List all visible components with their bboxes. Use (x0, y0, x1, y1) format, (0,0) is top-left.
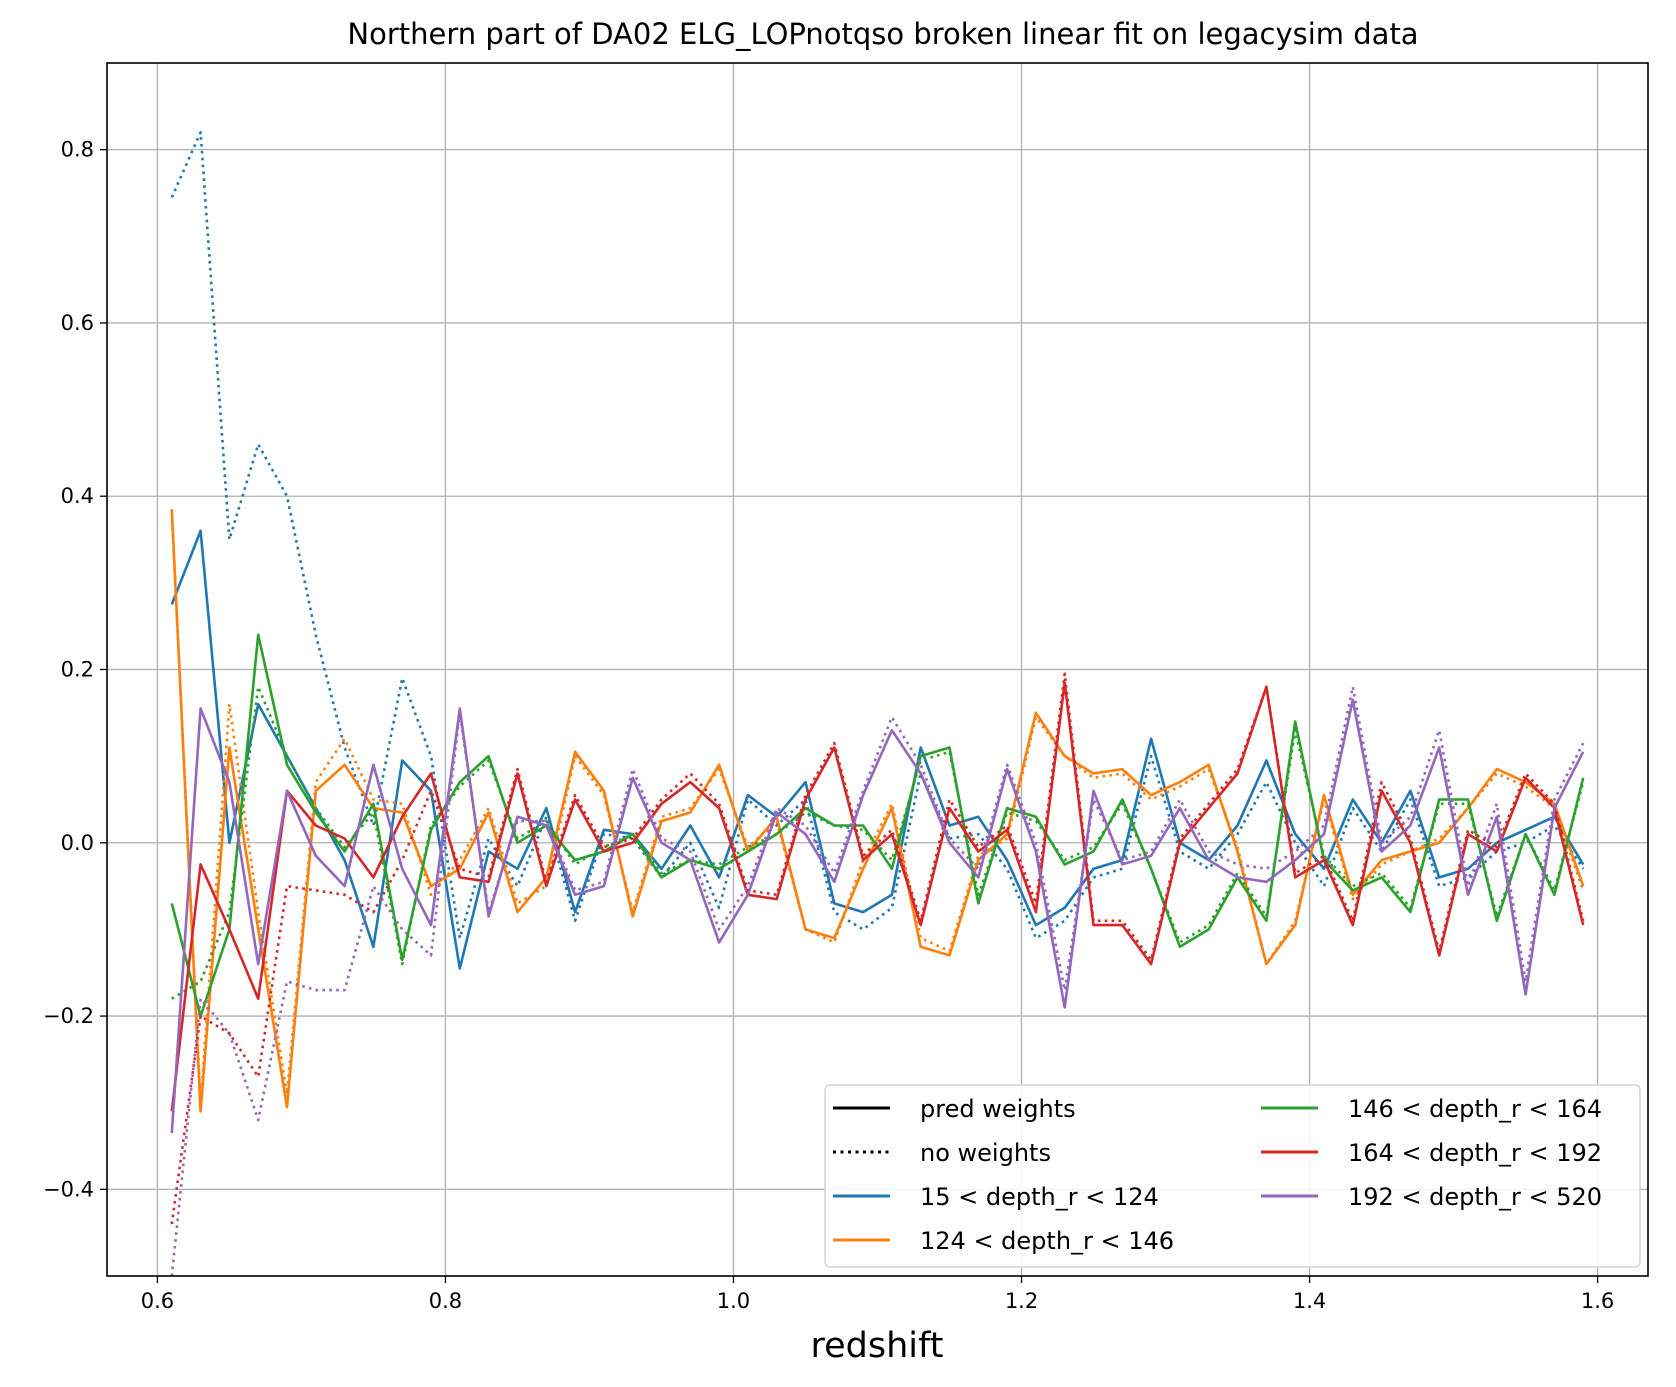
series-line-0-solid (170, 529, 1585, 970)
legend-label: 192 < depth_r < 520 (1348, 1183, 1602, 1211)
y-tick-label: −0.2 (43, 1004, 94, 1028)
legend: pred weights no weights 15 < depth_r < 124… (824, 1084, 1641, 1268)
legend-label: no weights (920, 1139, 1051, 1167)
legend-label: 164 < depth_r < 192 (1348, 1139, 1602, 1167)
y-tick-label: 0.0 (61, 831, 94, 855)
legend-label: 146 < depth_r < 164 (1348, 1095, 1602, 1123)
x-tick-label: 1.0 (717, 1289, 750, 1313)
x-tick-label: 1.6 (1581, 1289, 1614, 1313)
series-line-1-dotted (170, 131, 1585, 940)
series-layer (170, 131, 1585, 1276)
series-line-9-dotted (170, 685, 1585, 1276)
legend-label: 124 < depth_r < 146 (920, 1227, 1174, 1255)
x-axis-label: redshift (811, 1326, 944, 1366)
y-tick-label: 0.8 (61, 138, 94, 162)
series-line-7-dotted (170, 672, 1585, 1225)
legend-box (824, 1084, 1641, 1268)
series-line-8-solid (170, 698, 1585, 1134)
x-tick-label: 0.6 (141, 1289, 174, 1313)
legend-label: pred weights (920, 1095, 1076, 1123)
series-line-6-solid (170, 681, 1585, 1112)
x-tick-label: 1.2 (1005, 1289, 1038, 1313)
chart-title: Northern part of DA02 ELG_LOPnotqso brok… (347, 17, 1418, 51)
axis-ticks: 0.6 0.8 1.0 1.2 1.4 1.6 −0.4 −0.2 0.0 0.2 0.4 0.6 0.… (43, 138, 1614, 1313)
legend-label: 15 < depth_r < 124 (920, 1183, 1159, 1211)
y-tick-label: 0.6 (61, 311, 94, 335)
y-tick-label: 0.4 (61, 484, 94, 508)
y-tick-label: −0.4 (43, 1177, 94, 1201)
y-tick-label: 0.2 (61, 658, 94, 682)
x-tick-label: 0.8 (429, 1289, 462, 1313)
x-tick-label: 1.4 (1293, 1289, 1326, 1313)
